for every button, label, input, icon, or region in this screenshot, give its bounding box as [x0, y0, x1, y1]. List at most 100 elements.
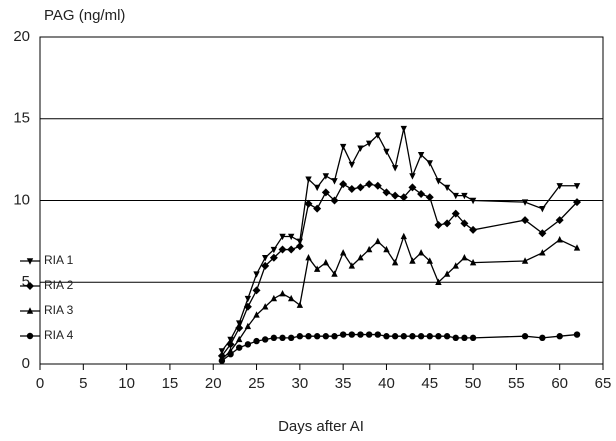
legend-label: RIA 2 [44, 278, 74, 292]
data-point [391, 258, 399, 266]
data-point [330, 196, 339, 205]
data-point [243, 302, 252, 311]
data-point [348, 262, 356, 269]
data-point [443, 219, 452, 228]
x-axis-label: Days after AI [278, 418, 364, 435]
data-point [383, 148, 390, 156]
data-point [460, 219, 469, 228]
legend-marker [26, 258, 34, 265]
data-point [539, 334, 546, 342]
data-point [434, 221, 443, 230]
data-point [347, 185, 356, 194]
data-point [278, 245, 287, 254]
data-point [408, 183, 417, 192]
data-point [331, 178, 338, 185]
data-point [305, 254, 312, 261]
data-point [262, 336, 269, 343]
plot-frame [39, 36, 604, 365]
data-point [435, 178, 442, 185]
x-tick-label: 45 [421, 375, 438, 392]
y-tick-label: 5 [22, 273, 30, 290]
data-point [357, 145, 364, 152]
data-point [287, 233, 295, 241]
data-point [357, 331, 364, 338]
series-line [221, 234, 578, 360]
data-point [218, 348, 226, 355]
data-point [443, 270, 451, 277]
x-tick-label: 20 [205, 375, 222, 392]
data-point [339, 143, 347, 151]
data-point [391, 333, 399, 340]
x-tick-label: 55 [508, 375, 525, 392]
data-point [322, 258, 330, 266]
data-point [304, 199, 313, 208]
data-point [295, 242, 304, 251]
data-point [573, 331, 581, 338]
data-point [556, 333, 563, 340]
data-point [313, 184, 321, 192]
data-point [521, 333, 529, 340]
data-point [469, 258, 477, 266]
data-point [313, 333, 321, 340]
y-tick-label: 10 [13, 191, 30, 208]
data-point [469, 225, 478, 234]
data-point [409, 173, 416, 180]
data-point [287, 334, 295, 342]
data-point [244, 322, 252, 330]
data-point [400, 125, 407, 133]
data-point [321, 188, 330, 197]
data-point [417, 333, 425, 340]
data-point [443, 333, 451, 340]
series-line [221, 128, 578, 352]
data-point [451, 209, 460, 218]
x-tick-label: 10 [118, 375, 135, 392]
data-point [365, 180, 374, 189]
data-point [452, 192, 459, 200]
data-point [244, 295, 252, 303]
data-point [253, 271, 260, 278]
data-point [391, 191, 400, 200]
data-point [348, 331, 356, 338]
data-point [296, 301, 304, 308]
data-point [573, 183, 581, 190]
data-point [521, 257, 529, 264]
data-point [400, 232, 407, 240]
data-point [539, 249, 546, 256]
x-tick-label: 60 [551, 375, 568, 392]
x-tick-label: 15 [162, 375, 179, 392]
data-point [252, 286, 261, 295]
data-point [383, 333, 390, 340]
legend-label: RIA 4 [44, 328, 74, 342]
data-point [339, 331, 347, 338]
x-tick-label: 65 [595, 375, 612, 392]
data-point [391, 165, 399, 172]
data-point [279, 289, 286, 297]
data-point [461, 334, 468, 342]
x-tick-label: 40 [378, 375, 395, 392]
data-point [270, 246, 278, 254]
data-point [435, 333, 442, 340]
data-point [313, 265, 321, 272]
data-point [469, 197, 477, 205]
data-point [269, 253, 278, 262]
data-point [555, 216, 564, 225]
data-point [235, 324, 244, 333]
data-point [226, 340, 235, 349]
x-tick-label: 30 [292, 375, 309, 392]
x-tick-label: 0 [36, 375, 44, 392]
data-point [452, 334, 459, 342]
data-point [521, 216, 530, 225]
data-point [538, 229, 547, 238]
data-point [322, 333, 330, 340]
data-point [374, 331, 381, 338]
data-point [374, 132, 381, 139]
data-point [556, 236, 563, 243]
legend-label: RIA 3 [44, 303, 74, 317]
x-tick-label: 50 [465, 375, 482, 392]
series-line [221, 333, 578, 362]
data-point [261, 261, 270, 270]
data-point [426, 257, 433, 264]
data-point [469, 334, 477, 342]
data-point [262, 303, 269, 310]
